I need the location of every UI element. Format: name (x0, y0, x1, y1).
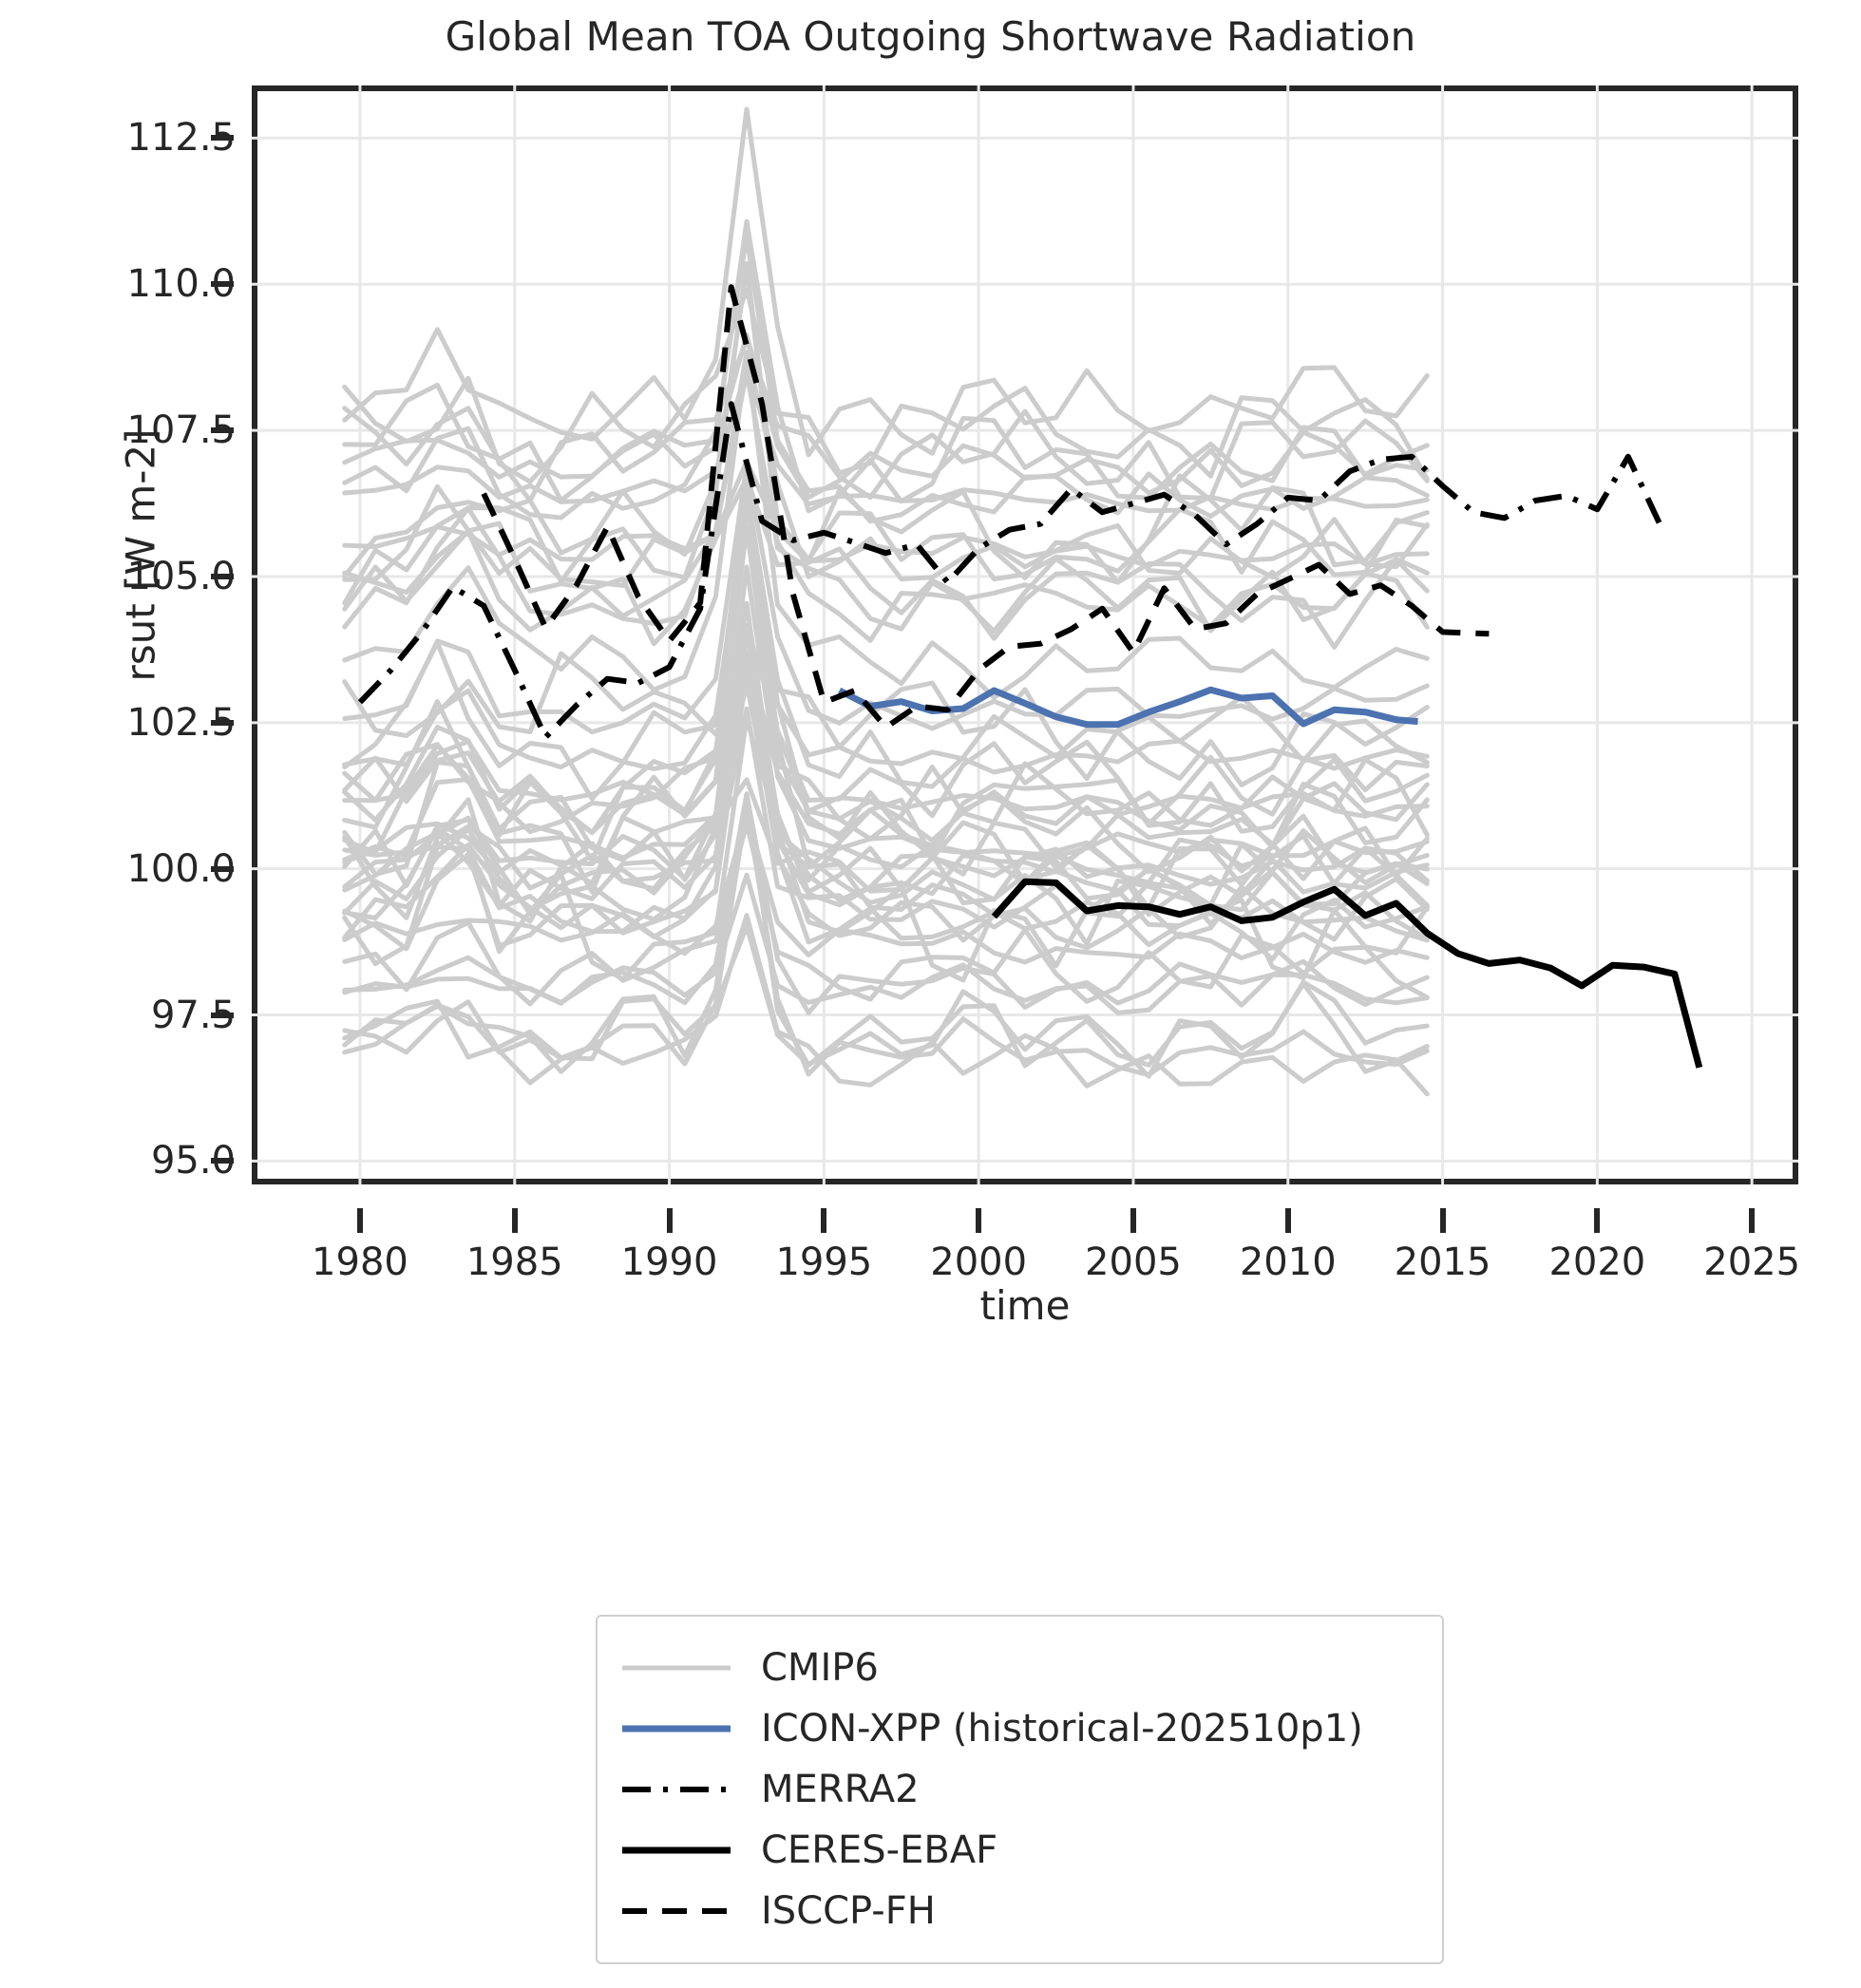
x-tick-label: 2025 (1703, 1240, 1801, 1284)
y-tick-label: 97.5 (150, 993, 236, 1037)
y-tick-mark (211, 1012, 234, 1018)
cmip6-member-line (342, 234, 1430, 524)
cmip6-member-line (342, 337, 1430, 503)
y-tick-mark (211, 427, 234, 434)
cmip6-member-line (342, 332, 1430, 501)
legend-item-label: ICON-XPP (historical-202510p1) (761, 1707, 1363, 1751)
cmip6-member-line (342, 106, 1430, 458)
x-tick-mark (1594, 1208, 1601, 1233)
legend-item-label: CERES-EBAF (761, 1828, 998, 1872)
cmip6-member-line (342, 600, 1430, 891)
cmip6-member-line (342, 264, 1430, 585)
cmip6-member-line (342, 622, 1430, 836)
x-tick-label: 2020 (1548, 1240, 1646, 1284)
x-axis-label: time (979, 1282, 1071, 1329)
y-tick-mark (211, 865, 234, 872)
cmip6-member-line (342, 805, 1430, 1078)
x-tick-mark (1439, 1208, 1446, 1233)
y-tick-mark (211, 719, 234, 726)
cmip6-member-line (342, 462, 1430, 735)
x-tick-label: 1985 (465, 1240, 563, 1284)
cmip6-member-line (342, 367, 1430, 514)
x-tick-label: 2005 (1085, 1240, 1182, 1284)
legend-item-label: MERRA2 (761, 1768, 920, 1811)
cmip6-member-line (342, 458, 1430, 569)
x-tick-label: 2010 (1239, 1240, 1337, 1284)
x-tick-label: 2015 (1394, 1240, 1491, 1284)
y-axis-tick-labels: 95.0 97.5 100.0 102.5 105.0 107.5 110.0 112.5 (0, 85, 236, 1184)
cmip6-member-line (342, 626, 1430, 910)
y-tick-mark (211, 135, 234, 142)
series-line (991, 878, 1703, 1069)
x-tick-mark (511, 1208, 518, 1233)
y-tick-mark (211, 281, 234, 288)
legend-item[interactable]: ISCCP-FH (598, 1881, 1442, 1941)
legend-line-sample (622, 1908, 731, 1914)
cmip6-member-line (342, 656, 1430, 962)
x-tick-label: 1990 (620, 1240, 718, 1284)
x-tick-label: 1995 (775, 1240, 873, 1284)
legend-line-sample (622, 1725, 731, 1732)
gridlines (252, 85, 1798, 1184)
legend-item-label: ISCCP-FH (761, 1889, 936, 1933)
x-tick-mark (356, 1208, 363, 1233)
x-tick-mark (976, 1208, 982, 1233)
legend-item-label: CMIP6 (761, 1646, 879, 1690)
cmip6-member-line (342, 369, 1430, 643)
x-tick-mark (1130, 1208, 1136, 1233)
cmip6-member-line (342, 287, 1430, 484)
y-axis-label: rsut [W m-2] (117, 428, 164, 682)
legend-line-sample (622, 1846, 731, 1854)
cmip6-member-line (342, 218, 1430, 514)
x-tick-label: 2000 (930, 1240, 1028, 1284)
x-tick-mark (821, 1208, 827, 1233)
cmip6-member-line (342, 653, 1430, 927)
plot-svg (252, 85, 1798, 1184)
cmip6-member-line (342, 365, 1430, 634)
legend-line-sample (622, 1665, 731, 1671)
cmip6-member-line (342, 505, 1430, 775)
x-axis-tick-labels: 1980 1985 1990 1995 2000 2005 2010 2015 2020 2025 (252, 1208, 1800, 1284)
legend-item[interactable]: CERES-EBAF (598, 1820, 1442, 1881)
y-tick-label: 110.0 (126, 262, 236, 307)
x-tick-mark (1749, 1208, 1756, 1233)
legend-item[interactable]: MERRA2 (598, 1759, 1442, 1820)
cmip6-member-line (342, 485, 1430, 802)
y-tick-label: 100.0 (126, 846, 236, 891)
cmip6-member-line (342, 649, 1430, 881)
x-tick-mark (666, 1208, 673, 1233)
y-tick-label: 95.0 (150, 1139, 236, 1183)
y-tick-mark (211, 1158, 234, 1164)
chart-title: Global Mean TOA Outgoing Shortwave Radia… (445, 13, 1416, 60)
cmip6-member-line (342, 525, 1430, 850)
series-line (481, 284, 1490, 730)
cmip6-ensemble (342, 106, 1430, 1097)
cmip6-member-line (342, 564, 1430, 861)
cmip6-member-line (342, 811, 1430, 965)
cmip6-member-line (342, 913, 1430, 1097)
series-line (357, 401, 1662, 741)
chart-legend: CMIP6 ICON-XPP (historical-202510p1) MERRA… (596, 1615, 1444, 1964)
legend-line-sample (622, 1787, 731, 1792)
plot-region (252, 85, 1798, 1184)
cmip6-member-line (342, 350, 1430, 588)
cmip6-member-line (342, 351, 1430, 700)
y-tick-mark (211, 573, 234, 579)
legend-item[interactable]: ICON-XPP (historical-202510p1) (598, 1698, 1442, 1759)
cmip6-member-line (342, 872, 1430, 1015)
x-tick-label: 1980 (312, 1240, 408, 1284)
x-tick-mark (1284, 1208, 1291, 1233)
y-tick-label: 112.5 (126, 116, 236, 161)
legend-item[interactable]: CMIP6 (598, 1638, 1442, 1698)
